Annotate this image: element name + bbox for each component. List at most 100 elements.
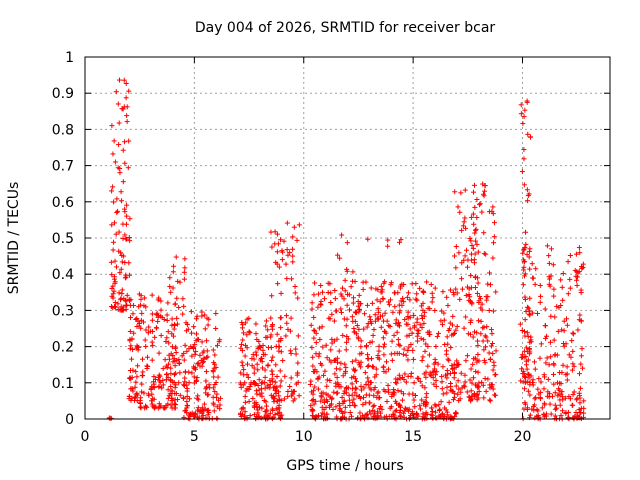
data-point (127, 328, 133, 334)
x-tick-label: 15 (404, 429, 422, 445)
data-point (269, 322, 275, 328)
data-point (166, 361, 172, 367)
data-point (323, 342, 329, 348)
data-point (490, 386, 496, 392)
data-point (247, 384, 253, 390)
y-tick-label: 0.1 (52, 376, 74, 392)
data-point (432, 356, 438, 362)
data-point (449, 363, 455, 369)
data-point (203, 369, 209, 375)
data-point (337, 255, 343, 261)
data-point (164, 312, 170, 318)
data-point (483, 388, 489, 394)
data-point (191, 324, 197, 330)
data-point (383, 359, 389, 365)
data-point (421, 337, 427, 343)
data-point (425, 363, 431, 369)
data-point (551, 381, 557, 387)
data-point (163, 377, 169, 383)
data-point (126, 260, 132, 266)
y-tick-label: 0 (65, 412, 74, 428)
data-point (440, 322, 446, 328)
data-point (276, 338, 282, 344)
data-point (412, 392, 418, 398)
data-point (384, 398, 390, 404)
data-point (308, 322, 314, 328)
data-point (475, 343, 481, 349)
data-point (459, 260, 465, 266)
data-point (542, 402, 548, 408)
data-point (107, 415, 113, 421)
data-point (551, 293, 557, 299)
data-point (527, 382, 533, 388)
data-point (382, 310, 388, 316)
data-point (382, 388, 388, 394)
data-point (253, 388, 259, 394)
data-point (364, 302, 370, 308)
data-point (109, 285, 115, 291)
data-point (428, 282, 434, 288)
data-point (461, 325, 467, 331)
data-point (272, 412, 278, 418)
data-point (388, 282, 394, 288)
data-point (369, 364, 375, 370)
data-point (148, 385, 154, 391)
data-point (237, 412, 243, 418)
data-point (140, 369, 146, 375)
data-point (358, 359, 364, 365)
data-point (172, 301, 178, 307)
data-point (489, 331, 495, 337)
y-tick-label: 0.6 (52, 195, 74, 211)
data-point (312, 328, 318, 334)
data-point (381, 344, 387, 350)
data-point (319, 410, 325, 416)
data-point (149, 317, 155, 323)
data-point (469, 242, 475, 248)
data-point (217, 402, 223, 408)
data-point (401, 410, 407, 416)
data-point (335, 390, 341, 396)
data-point (204, 354, 210, 360)
data-point (124, 113, 130, 119)
data-point (202, 312, 208, 318)
data-point (175, 321, 181, 327)
data-point (421, 415, 427, 421)
data-point (251, 370, 257, 376)
data-point (144, 354, 150, 360)
data-point (367, 339, 373, 345)
plot-frame (84, 56, 611, 420)
data-point (265, 363, 271, 369)
data-point (149, 311, 155, 317)
data-point (377, 299, 383, 305)
data-point (210, 385, 216, 391)
data-point (547, 401, 553, 407)
data-point (463, 225, 469, 231)
data-point (413, 281, 419, 287)
data-point (170, 269, 176, 275)
data-point (533, 395, 539, 401)
data-point (342, 404, 348, 410)
data-point (329, 340, 335, 346)
data-point (462, 384, 468, 390)
data-point (109, 188, 115, 194)
data-point (576, 269, 582, 275)
data-point (564, 322, 570, 328)
data-point (397, 404, 403, 410)
data-point (259, 380, 265, 386)
data-point (439, 373, 445, 379)
data-point (548, 354, 554, 360)
data-point (193, 338, 199, 344)
data-point (277, 315, 283, 321)
data-point (203, 378, 209, 384)
data-point (482, 376, 488, 382)
data-point (310, 391, 316, 397)
data-point (273, 391, 279, 397)
data-point (372, 318, 378, 324)
data-point (575, 274, 581, 280)
data-point (156, 384, 162, 390)
data-point (570, 330, 576, 336)
data-point (464, 284, 470, 290)
data-point (318, 283, 324, 289)
data-point (560, 270, 566, 276)
data-point (523, 241, 529, 247)
